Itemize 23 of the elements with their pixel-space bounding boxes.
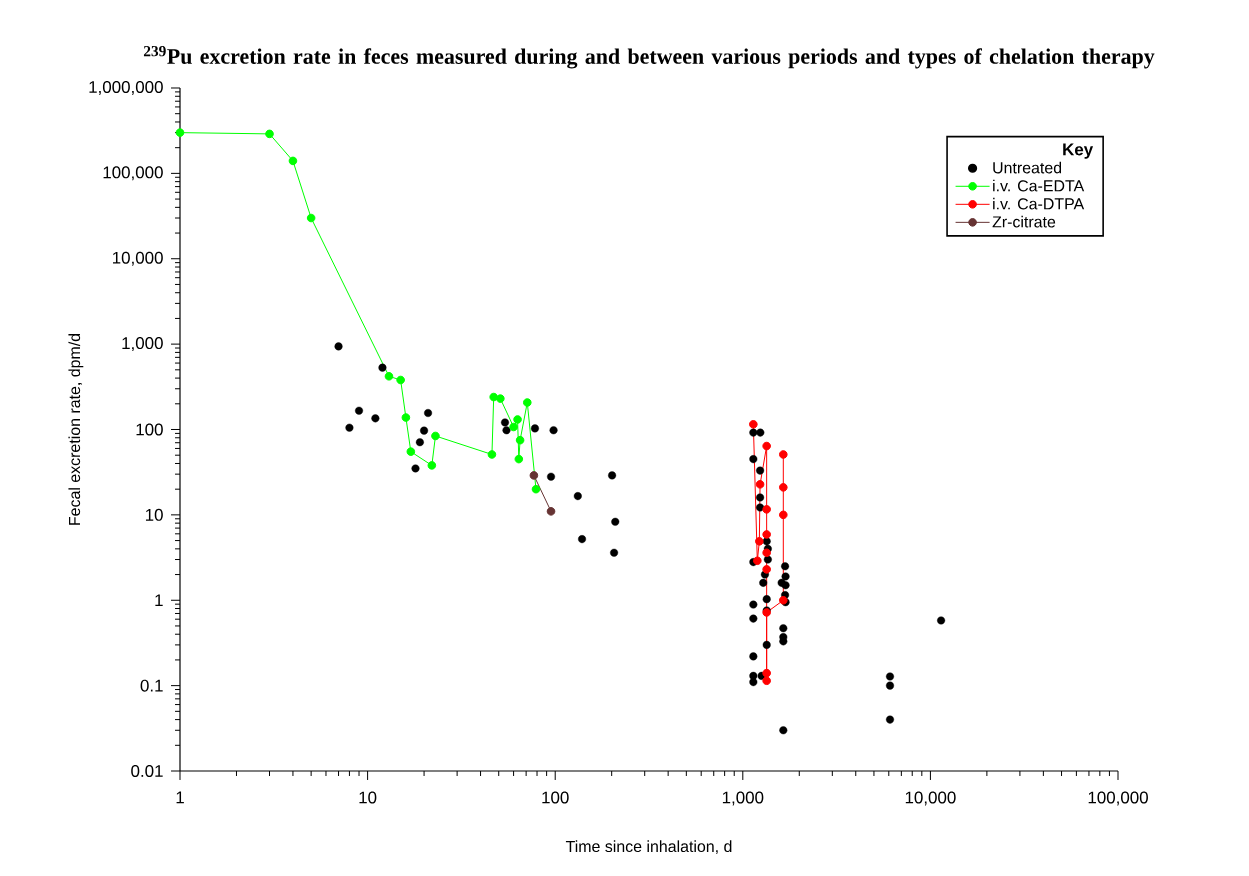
y-tick-label: 1,000 [122,337,163,352]
x-axis-title: Time since inhalation, d [565,840,732,854]
y-tick-label: 100 [136,423,163,436]
y-tick-label: 0.1 [140,679,163,692]
x-tick-label: 100,000 [1088,791,1148,806]
y-tick-label: 100,000 [103,166,163,181]
legend-label: Zr-citrate [992,215,1056,228]
y-tick-label: 10,000 [113,251,163,266]
legend-label: i.v. Ca-EDTA [993,179,1085,192]
legend-title: Key [1063,143,1094,159]
y-tick-label: 10 [145,508,163,521]
y-tick-label: 0.01 [131,765,163,777]
legend-label: Untreated [993,161,1062,174]
x-tick-label: 10,000 [905,791,956,806]
x-tick-label: 1,000 [722,791,764,806]
y-tick-label: 1,000,000 [89,80,163,95]
y-tick-label: 1 [155,594,163,607]
y-axis-title: Fecal excretion rate, dpm/d [68,333,84,525]
x-tick-label: 10 [359,791,377,804]
chart-title: $^{239}$Pu excretion rate in feces measured during and between various periods and types of chelation therapy [143,46,1155,69]
legend-label: i.v. Ca-DTPA [993,197,1085,210]
x-tick-label: 1 [176,791,184,804]
x-tick-label: 100 [542,791,569,804]
